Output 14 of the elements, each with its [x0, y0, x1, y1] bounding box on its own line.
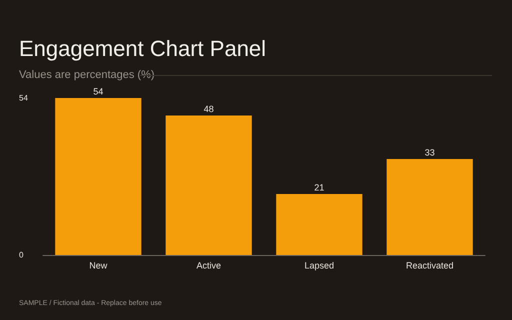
x-tick-label: Active — [196, 260, 222, 270]
data-label: 21 — [314, 182, 324, 192]
bar — [55, 98, 142, 255]
x-tick-label: New — [89, 260, 108, 270]
data-label: 48 — [204, 104, 214, 114]
data-label: 33 — [424, 148, 435, 158]
bar — [276, 194, 362, 255]
y-tick-label: 0 — [19, 250, 24, 260]
x-tick-label: Reactivated — [406, 260, 454, 270]
bar — [386, 159, 473, 255]
data-label: 54 — [93, 86, 104, 96]
x-tick-label: Lapsed — [304, 260, 334, 270]
chart-title: Engagement Chart Panel — [19, 36, 266, 62]
bar — [166, 115, 252, 255]
